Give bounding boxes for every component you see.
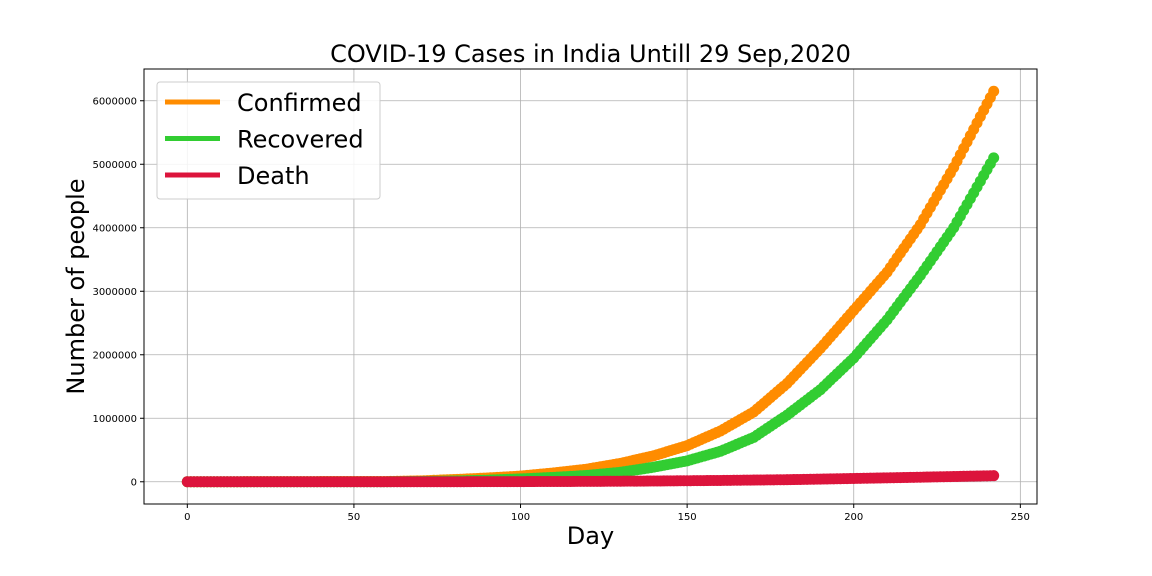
x-tick-label: 150 — [678, 512, 697, 523]
legend-label: Confirmed — [237, 89, 362, 117]
plot-data — [181, 85, 1000, 488]
x-tick-label: 0 — [184, 512, 190, 523]
x-tick-label: 250 — [1011, 512, 1030, 523]
x-tick-label: 50 — [348, 512, 361, 523]
series-line — [187, 156, 996, 484]
legend-label: Recovered — [237, 126, 364, 154]
legend-label: Death — [237, 162, 310, 190]
y-tick-label: 3000000 — [92, 287, 137, 298]
y-tick-label: 6000000 — [92, 96, 137, 107]
y-tick-label: 1000000 — [92, 414, 137, 425]
x-tick-label: 200 — [844, 512, 863, 523]
y-tick-label: 0 — [131, 477, 137, 488]
y-tick-label: 5000000 — [92, 160, 137, 171]
series-recovered — [181, 152, 1000, 488]
x-axis-label: Day — [567, 522, 614, 550]
axis-ticks: 0 50 100 150 200 250 0 1000000 2000000 3000000 400… — [92, 96, 1029, 523]
data-point — [988, 85, 1000, 97]
legend: Confirmed Recovered Death — [156, 81, 381, 200]
plot-frame — [143, 68, 1038, 505]
y-tick-label: 4000000 — [92, 223, 137, 234]
x-tick-label: 100 — [511, 512, 530, 523]
data-point — [988, 152, 1000, 164]
series-death — [181, 470, 1000, 488]
y-tick-label: 2000000 — [92, 350, 137, 361]
y-axis-label: Number of people — [62, 178, 90, 394]
data-point — [988, 470, 1000, 482]
chart-title: COVID-19 Cases in India Untill 29 Sep,20… — [330, 40, 851, 68]
legend-box — [156, 81, 381, 200]
